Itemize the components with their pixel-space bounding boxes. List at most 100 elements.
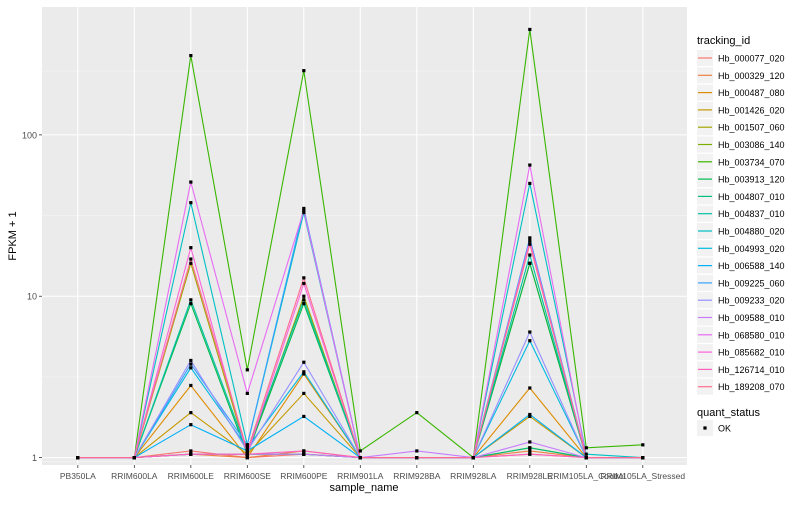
data-point [76,456,80,460]
legend-title-tracking: tracking_id [697,35,750,47]
data-point [189,180,193,184]
data-point [528,440,532,444]
legend-label: Hb_004807_010 [718,192,785,202]
data-point [528,414,532,419]
legend-label: Hb_009233_020 [718,296,785,306]
data-point [415,456,419,460]
data-point [302,206,306,211]
data-point [302,391,306,395]
data-point [302,210,306,215]
legend-label: Hb_126714_010 [718,365,785,375]
data-point [302,208,306,213]
data-point [528,253,532,257]
y-axis-label: FPKM + 1 [7,211,19,260]
legend-label: Hb_085682_010 [718,348,785,358]
data-point [245,449,249,453]
data-point [302,449,306,453]
y-tick-label: 10 [27,292,37,302]
data-point [302,69,306,73]
legend-label: Hb_000077_020 [718,54,785,64]
data-point [584,456,588,460]
data-point [584,446,588,450]
data-point [302,414,306,419]
legend-label: Hb_068580_010 [718,330,785,340]
legend-quant-items: OK [697,420,731,436]
data-point [189,53,193,58]
data-point [415,411,419,415]
data-point [302,281,306,286]
data-point [189,298,193,302]
x-tick-label: PB350LA [60,471,96,481]
data-point [641,443,645,447]
data-point [302,298,306,302]
legend-label: Hb_004837_010 [718,209,785,219]
y-axis: 1 10 100 [22,130,42,463]
minor-gridlines [42,70,687,462]
legend-label: Hb_003913_120 [718,175,785,185]
data-point [189,302,193,306]
data-point [189,383,193,388]
data-point [302,452,306,456]
x-tick-label: RRIM901LA [337,471,384,481]
data-point [528,412,532,417]
data-point [528,181,532,186]
legend-title-quant: quant_status [697,407,760,419]
x-tick-label: RRIM928LE [507,471,554,481]
data-point [189,423,193,427]
legend-tracking-items: Hb_000077_020 Hb_000329_120 Hb_000487_080 H… [697,50,785,395]
data-point [245,456,249,460]
data-point [245,443,249,447]
legend-label: Hb_009588_010 [718,313,785,323]
legend-label: Hb_003734_070 [718,157,785,167]
legend-label: Hb_006588_140 [718,261,785,271]
data-point [245,391,249,395]
data-point [189,201,193,205]
data-point [528,242,532,246]
data-point [528,446,532,450]
data-point [189,452,193,456]
x-tick-label: RRIM600SE [224,471,272,481]
data-point [189,362,193,366]
legend-label: Hb_001426_020 [718,105,785,115]
data-point [302,360,306,364]
y-tick-label: 100 [22,130,37,140]
data-point [245,446,249,450]
data-point [471,456,475,460]
data-point [189,366,193,370]
data-point [245,368,249,372]
legend-label: Hb_004880_020 [718,227,785,237]
legend-label: Hb_001507_060 [718,123,785,133]
legend-label: Hb_009225_060 [718,278,785,288]
panel-background [42,7,687,465]
legend-label: Hb_189208_070 [718,382,785,392]
data-point [189,449,193,453]
y-tick-label: 1 [32,453,37,463]
data-point [528,163,532,167]
data-point [189,246,193,250]
data-point [528,449,532,453]
legend-label: Hb_000487_080 [718,88,785,98]
data-point [302,370,306,374]
data-point [528,261,532,265]
data-point [415,449,419,453]
data-point [189,257,193,261]
x-tick-label: RRIM600LE [168,471,215,481]
x-axis: PB350LA RRIM600LA RRIM600LE RRIM600SE RRIM60… [60,465,685,481]
data-point [528,27,532,32]
series-points [76,27,645,460]
legend-label: OK [718,424,731,434]
x-tick-label: RRIM600LA [111,471,158,481]
data-point [189,358,193,363]
data-point [584,452,588,456]
x-axis-label: sample_name [329,482,398,494]
data-point [189,411,193,415]
data-point [641,456,645,460]
data-point [302,294,306,298]
data-point [302,302,306,306]
legend-label: Hb_004993_020 [718,244,785,254]
legend: tracking_id Hb_000077_020Hb_000329_120Hb… [697,35,785,436]
data-point [528,239,532,243]
x-tick-label: RRIM105LA_Control [547,471,626,481]
x-tick-label: RRIM105LA_Stressed [601,471,686,481]
